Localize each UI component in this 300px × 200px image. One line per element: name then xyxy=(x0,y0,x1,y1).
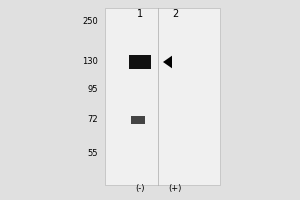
Text: 250: 250 xyxy=(82,18,98,26)
Bar xyxy=(129,55,151,69)
Polygon shape xyxy=(163,56,172,68)
Text: 95: 95 xyxy=(88,86,98,95)
Text: 130: 130 xyxy=(82,58,98,66)
Bar xyxy=(131,116,145,124)
Text: 55: 55 xyxy=(88,148,98,158)
Text: 72: 72 xyxy=(87,116,98,124)
Text: 1: 1 xyxy=(137,9,143,19)
Bar xyxy=(105,8,220,185)
Text: 2: 2 xyxy=(172,9,178,19)
Text: (+): (+) xyxy=(168,184,182,192)
Text: (-): (-) xyxy=(135,184,145,192)
